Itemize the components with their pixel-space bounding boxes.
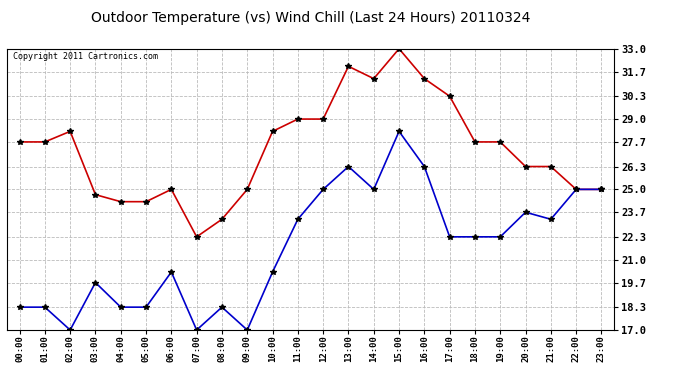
- Text: Copyright 2011 Cartronics.com: Copyright 2011 Cartronics.com: [13, 52, 158, 60]
- Text: Outdoor Temperature (vs) Wind Chill (Last 24 Hours) 20110324: Outdoor Temperature (vs) Wind Chill (Las…: [91, 11, 530, 25]
